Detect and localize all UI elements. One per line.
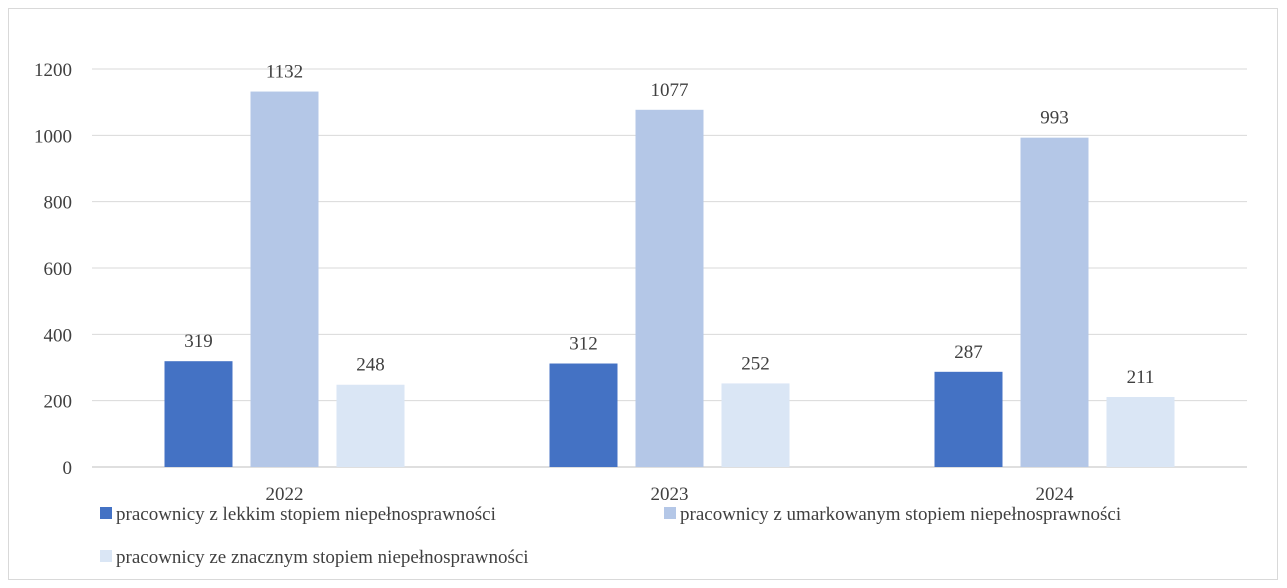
bars bbox=[164, 91, 1175, 468]
data-label-2023-series-2: 1077 bbox=[651, 80, 689, 101]
data-label-2022-series-3: 248 bbox=[356, 355, 385, 376]
legend-swatch-3 bbox=[100, 550, 112, 562]
legend-swatch-2 bbox=[664, 507, 676, 519]
data-label-2022-series-1: 319 bbox=[184, 331, 213, 352]
y-tick-label-1200: 1200 bbox=[34, 60, 72, 81]
legend-swatch-1 bbox=[100, 507, 112, 519]
y-tick-label-0: 0 bbox=[63, 458, 73, 479]
legend-label-2: pracownicy z umarkowanym stopiem niepełn… bbox=[680, 504, 1121, 525]
data-label-2023-series-1: 312 bbox=[569, 334, 598, 355]
data-label-2024-series-2: 993 bbox=[1040, 108, 1069, 129]
bar-2024-series-3 bbox=[1106, 397, 1175, 467]
y-tick-label-200: 200 bbox=[44, 392, 73, 413]
legend-label-1: pracownicy z lekkim stopiem niepełnospra… bbox=[116, 504, 496, 525]
y-tick-label-600: 600 bbox=[44, 259, 73, 280]
x-category-label-2024: 2024 bbox=[1036, 484, 1075, 505]
bar-2022-series-3 bbox=[336, 384, 405, 467]
bar-2022-series-1 bbox=[164, 361, 233, 467]
bar-2023-series-2 bbox=[635, 109, 704, 468]
bar-2024-series-2 bbox=[1020, 137, 1089, 467]
bar-2022-series-2 bbox=[250, 91, 319, 467]
legend-label-3: pracownicy ze znacznym stopiem niepełnos… bbox=[116, 547, 529, 568]
data-labels: 319 1132 248 312 1077 252 287 993 211 bbox=[184, 62, 1154, 388]
y-axis-ticks: 0 200 400 600 800 1000 1200 bbox=[34, 60, 72, 479]
y-tick-label-400: 400 bbox=[44, 325, 73, 346]
data-label-2023-series-3: 252 bbox=[741, 353, 770, 374]
data-label-2022-series-2: 1132 bbox=[266, 62, 303, 83]
data-label-2024-series-3: 211 bbox=[1127, 367, 1155, 388]
y-tick-label-1000: 1000 bbox=[34, 126, 72, 147]
legend: pracownicy z lekkim stopiem niepełnospra… bbox=[100, 504, 1121, 568]
bar-2023-series-1 bbox=[549, 363, 618, 467]
y-tick-label-800: 800 bbox=[44, 193, 73, 214]
data-label-2024-series-1: 287 bbox=[954, 342, 983, 363]
x-axis-categories: 2022 2023 2024 bbox=[266, 484, 1075, 505]
x-category-label-2023: 2023 bbox=[651, 484, 689, 505]
x-category-label-2022: 2022 bbox=[266, 484, 304, 505]
bar-2023-series-3 bbox=[721, 383, 790, 467]
bar-2024-series-1 bbox=[934, 371, 1003, 467]
